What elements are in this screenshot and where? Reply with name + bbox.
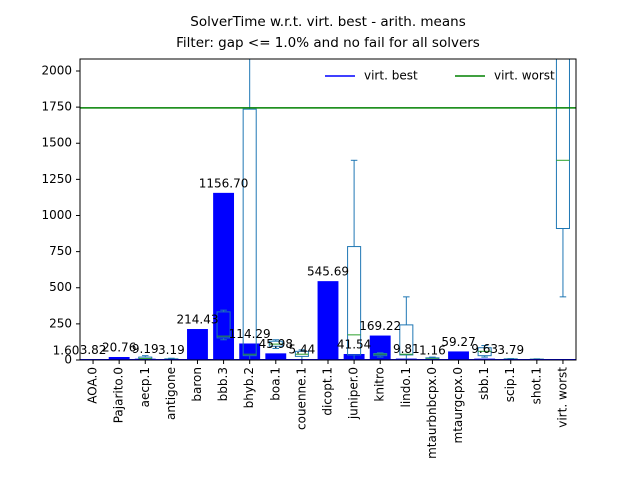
value-label: 1.60	[53, 343, 80, 357]
x-tick-label: dicopt.1	[321, 367, 335, 416]
x-tick-label: lindo.1	[399, 367, 413, 407]
x-tick-label: bhyb.2	[242, 367, 256, 408]
chart-title: SolverTime w.r.t. virt. best - arith. me…	[190, 14, 465, 30]
y-tick-label: 1750	[41, 100, 72, 114]
x-tick-label: juniper.0	[347, 367, 361, 420]
x-tick-label: shot.1	[529, 367, 543, 404]
x-tick-label: boa.1	[268, 367, 282, 401]
x-tick-label: sbb.1	[477, 367, 491, 400]
y-tick-label: 1500	[41, 136, 72, 150]
box	[556, 28, 569, 229]
x-tick-label: aecp.1	[138, 367, 152, 407]
value-label: 214.43	[176, 313, 218, 327]
y-tick-label: 750	[49, 244, 72, 258]
y-tick-label: 500	[49, 280, 72, 294]
value-label: 1156.70	[199, 176, 249, 190]
legend-label: virt. worst	[494, 69, 555, 83]
bar	[187, 329, 208, 360]
y-tick-label: 1000	[41, 208, 72, 222]
y-tick-label: 250	[49, 316, 72, 330]
plot-area	[80, 0, 576, 360]
box	[243, 109, 256, 356]
x-tick-label: AOA.0	[86, 367, 100, 404]
value-label: 5.44	[289, 343, 316, 357]
value-label: 545.69	[307, 265, 349, 279]
value-label: 169.22	[359, 319, 401, 333]
value-label: 9.81	[393, 342, 420, 356]
bar	[448, 351, 469, 360]
x-tick-label: mtaurbnbcpx.0	[425, 367, 439, 459]
value-label: 9.19	[132, 342, 159, 356]
x-tick-label: antigone	[164, 367, 178, 420]
x-tick-label: scip.1	[503, 367, 517, 402]
y-tick-label: 1250	[41, 172, 72, 186]
legend-label: virt. best	[364, 69, 418, 83]
x-tick-label: bbb.3	[216, 367, 230, 401]
x-tick-label: mtaurgcpx.0	[451, 367, 465, 443]
value-label: 9.63	[471, 342, 498, 356]
x-tick-label: virt. worst	[555, 367, 569, 428]
value-label: 3.79	[497, 343, 524, 357]
bar	[265, 353, 286, 360]
x-tick-label: knitro	[373, 367, 387, 402]
x-tick-label: couenne.1	[294, 367, 308, 430]
value-label: 41.54	[337, 337, 371, 351]
bar	[318, 281, 339, 360]
y-tick-label: 2000	[41, 63, 72, 77]
x-tick-label: Pajarito.0	[112, 367, 126, 423]
x-tick-label: baron	[190, 367, 204, 402]
chart-subtitle: Filter: gap <= 1.0% and no fail for all …	[176, 35, 480, 51]
value-label: 3.19	[158, 343, 185, 357]
